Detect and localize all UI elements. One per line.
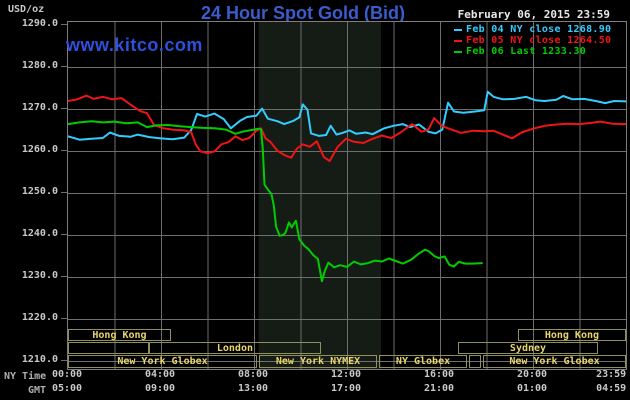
x-axis-gmt-label: 21:00	[423, 383, 455, 394]
y-axis-units-label: USD/oz	[8, 4, 45, 15]
legend-color-dash	[454, 39, 462, 42]
y-axis-tick-label: 1280.0	[21, 60, 58, 71]
legend-item-feb04: Feb 04 NY close 1268.90	[454, 24, 611, 35]
y-axis-tick-label: 1220.0	[21, 312, 58, 323]
chart-datetime: February 06, 2015 23:59	[457, 8, 610, 21]
plot-area: www.kitco.com Feb 04 NY close 1268.90 Feb…	[66, 21, 627, 370]
y-axis-tick-label: 1260.0	[21, 144, 58, 155]
y-axis-tick-mark	[61, 150, 67, 151]
y-axis-tick-mark	[61, 276, 67, 277]
y-axis-tick-label: 1240.0	[21, 228, 58, 239]
legend-item-label: Feb 04 NY close 1268.90	[466, 24, 612, 35]
series-feb06-line	[68, 120, 483, 283]
x-axis-ny-label: 20:00	[516, 369, 548, 380]
kitco-watermark: www.kitco.com	[66, 35, 203, 55]
legend-item-feb05: Feb 05 NY close 1264.50	[454, 35, 611, 46]
gridlines	[68, 22, 626, 369]
y-axis-tick-mark	[61, 108, 67, 109]
legend-item-feb06: Feb 06 Last 1233.30	[454, 46, 611, 57]
x-axis-gmt-label: 13:00	[237, 383, 269, 394]
session-box-ny-globex: NY Globex	[379, 355, 467, 368]
legend-color-dash	[454, 28, 462, 31]
session-box-new-york-globex: New York Globex	[483, 355, 626, 368]
x-axis-ny-label: 23:59	[596, 369, 627, 380]
x-axis-gmt-label: 01:00	[516, 383, 548, 394]
x-axis-ny-label: 12:00	[330, 369, 362, 380]
session-box-new-york-globex: New York Globex	[68, 355, 258, 368]
session-box-hong-kong: Hong Kong	[517, 329, 626, 341]
series-feb05-line	[68, 94, 626, 163]
y-axis-tick-label: 1230.0	[21, 270, 58, 281]
x-axis-gmt-label: 04:59	[596, 383, 627, 394]
y-axis-tick-mark	[61, 318, 67, 319]
y-axis-tick-mark	[61, 192, 67, 193]
chart-legend: Feb 04 NY close 1268.90 Feb 05 NY close 1…	[454, 24, 611, 57]
x-axis-gmt-label: 09:00	[144, 383, 176, 394]
session-box	[68, 342, 149, 354]
x-axis-ny-label: 00:00	[51, 369, 83, 380]
y-axis-tick-mark	[61, 24, 67, 25]
gmt-label: GMT	[28, 385, 47, 396]
chart-title: 24 Hour Spot Gold (Bid)	[201, 3, 405, 23]
y-axis-tick-mark	[61, 360, 67, 361]
series-feb04-line	[68, 90, 626, 141]
legend-color-dash	[454, 50, 462, 53]
chart-canvas	[68, 22, 626, 369]
session-box	[469, 355, 481, 368]
x-axis-ny-label: 16:00	[423, 369, 455, 380]
nymex-session-band	[258, 22, 381, 369]
session-box-sydney: Sydney	[457, 342, 599, 354]
y-axis-tick-label: 1250.0	[21, 186, 58, 197]
session-box-hong-kong: Hong Kong	[68, 329, 171, 341]
x-axis-ny-label: 08:00	[237, 369, 269, 380]
x-axis-gmt-label: 05:00	[51, 383, 83, 394]
x-axis-ny-label: 04:00	[144, 369, 176, 380]
legend-item-label: Feb 05 NY close 1264.50	[466, 35, 612, 46]
session-box-new-york-nymex: New York NYMEX	[259, 355, 377, 368]
y-axis-tick-label: 1290.0	[21, 18, 58, 29]
y-axis-tick-label: 1210.0	[21, 354, 58, 365]
session-box-london: London	[148, 342, 321, 354]
y-axis-tick-label: 1270.0	[21, 102, 58, 113]
legend-item-label: Feb 06 Last 1233.30	[466, 46, 587, 57]
ny-time-label: NY Time	[4, 371, 47, 382]
y-axis-tick-mark	[61, 66, 67, 67]
x-axis-gmt-label: 17:00	[330, 383, 362, 394]
y-axis-tick-mark	[61, 234, 67, 235]
